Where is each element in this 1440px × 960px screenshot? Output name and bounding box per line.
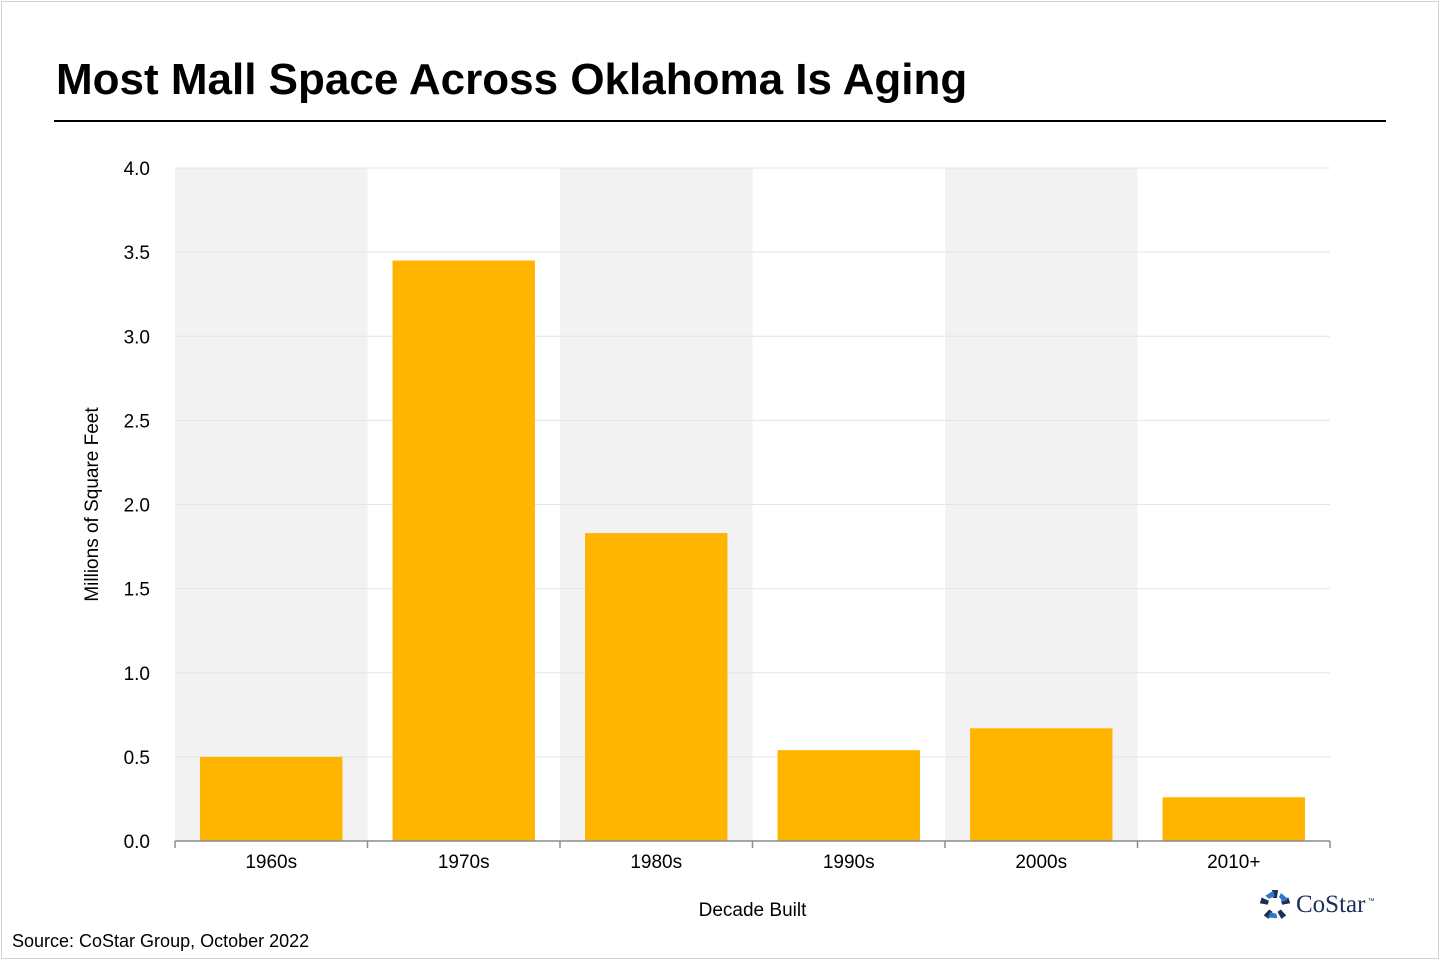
costar-star-icon xyxy=(1259,890,1291,919)
bar xyxy=(1162,797,1305,841)
y-tick-label: 1.5 xyxy=(124,580,150,601)
y-tick-label: 0.0 xyxy=(124,832,150,853)
y-tick-label: 2.0 xyxy=(124,496,150,517)
x-tick-label: 2010+ xyxy=(1207,852,1260,873)
y-tick-label: 1.0 xyxy=(124,664,150,685)
logo-trademark: ™ xyxy=(1367,898,1375,905)
bar xyxy=(392,260,535,842)
bar xyxy=(585,533,728,841)
source-note: Source: CoStar Group, October 2022 xyxy=(12,931,310,951)
x-axis-title: Decade Built xyxy=(699,900,807,921)
costar-logo: CoStar ™ xyxy=(1258,888,1374,922)
chart-title: Most Mall Space Across Oklahoma Is Aging xyxy=(56,55,968,104)
x-tick-label: 2000s xyxy=(1015,852,1067,873)
y-tick-label: 3.0 xyxy=(124,327,150,348)
x-tick-label: 1980s xyxy=(630,852,682,873)
bar xyxy=(200,756,343,841)
bar xyxy=(777,750,920,841)
x-tick-label: 1960s xyxy=(245,852,297,873)
bar xyxy=(970,728,1113,841)
logo-wordmark: CoStar xyxy=(1296,891,1366,918)
y-tick-label: 0.5 xyxy=(124,748,150,769)
y-tick-label: 4.0 xyxy=(124,159,150,180)
y-axis-title: Millions of Square Feet xyxy=(82,407,103,602)
title-divider xyxy=(54,120,1386,122)
y-tick-label: 3.5 xyxy=(124,243,150,264)
x-tick-label: 1970s xyxy=(438,852,490,873)
y-tick-label: 2.5 xyxy=(124,411,150,432)
x-tick-label: 1990s xyxy=(823,852,875,873)
